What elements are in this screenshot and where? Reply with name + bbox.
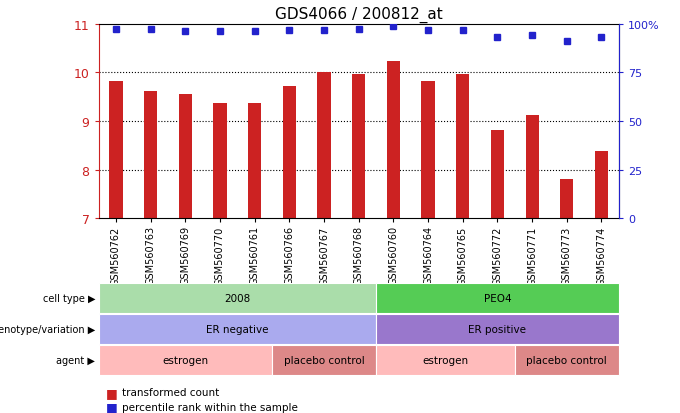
Bar [491,131,504,219]
Bar [456,75,469,219]
Text: 2008: 2008 [224,293,250,304]
Bar [99,283,376,313]
Text: estrogen: estrogen [422,355,469,366]
Text: transformed count: transformed count [122,387,220,397]
Text: genotype/variation ▶: genotype/variation ▶ [0,324,95,335]
Text: estrogen: estrogen [163,355,208,366]
Bar [144,92,157,219]
Text: cell type ▶: cell type ▶ [43,293,95,304]
Bar [376,315,619,344]
Bar [99,345,272,375]
Text: ER negative: ER negative [206,324,269,335]
Bar [560,179,573,219]
Bar [422,82,435,219]
Bar [376,283,619,313]
Bar [272,345,376,375]
Text: percentile rank within the sample: percentile rank within the sample [122,402,299,412]
Text: ■: ■ [105,400,117,413]
Bar [283,86,296,219]
Bar [376,345,515,375]
Bar [99,315,376,344]
Bar [352,75,365,219]
Bar [179,95,192,219]
Bar [526,116,539,219]
Text: ER positive: ER positive [469,324,526,335]
Text: ■: ■ [105,386,117,399]
Bar [595,152,608,219]
Text: PEO4: PEO4 [483,293,511,304]
Text: agent ▶: agent ▶ [56,355,95,366]
Bar [515,345,619,375]
Text: placebo control: placebo control [284,355,364,366]
Bar [318,72,330,219]
Bar [214,103,226,219]
Bar [387,62,400,219]
Bar [109,81,122,219]
Text: GDS4066 / 200812_at: GDS4066 / 200812_at [275,7,443,23]
Bar [248,103,261,219]
Text: placebo control: placebo control [526,355,607,366]
